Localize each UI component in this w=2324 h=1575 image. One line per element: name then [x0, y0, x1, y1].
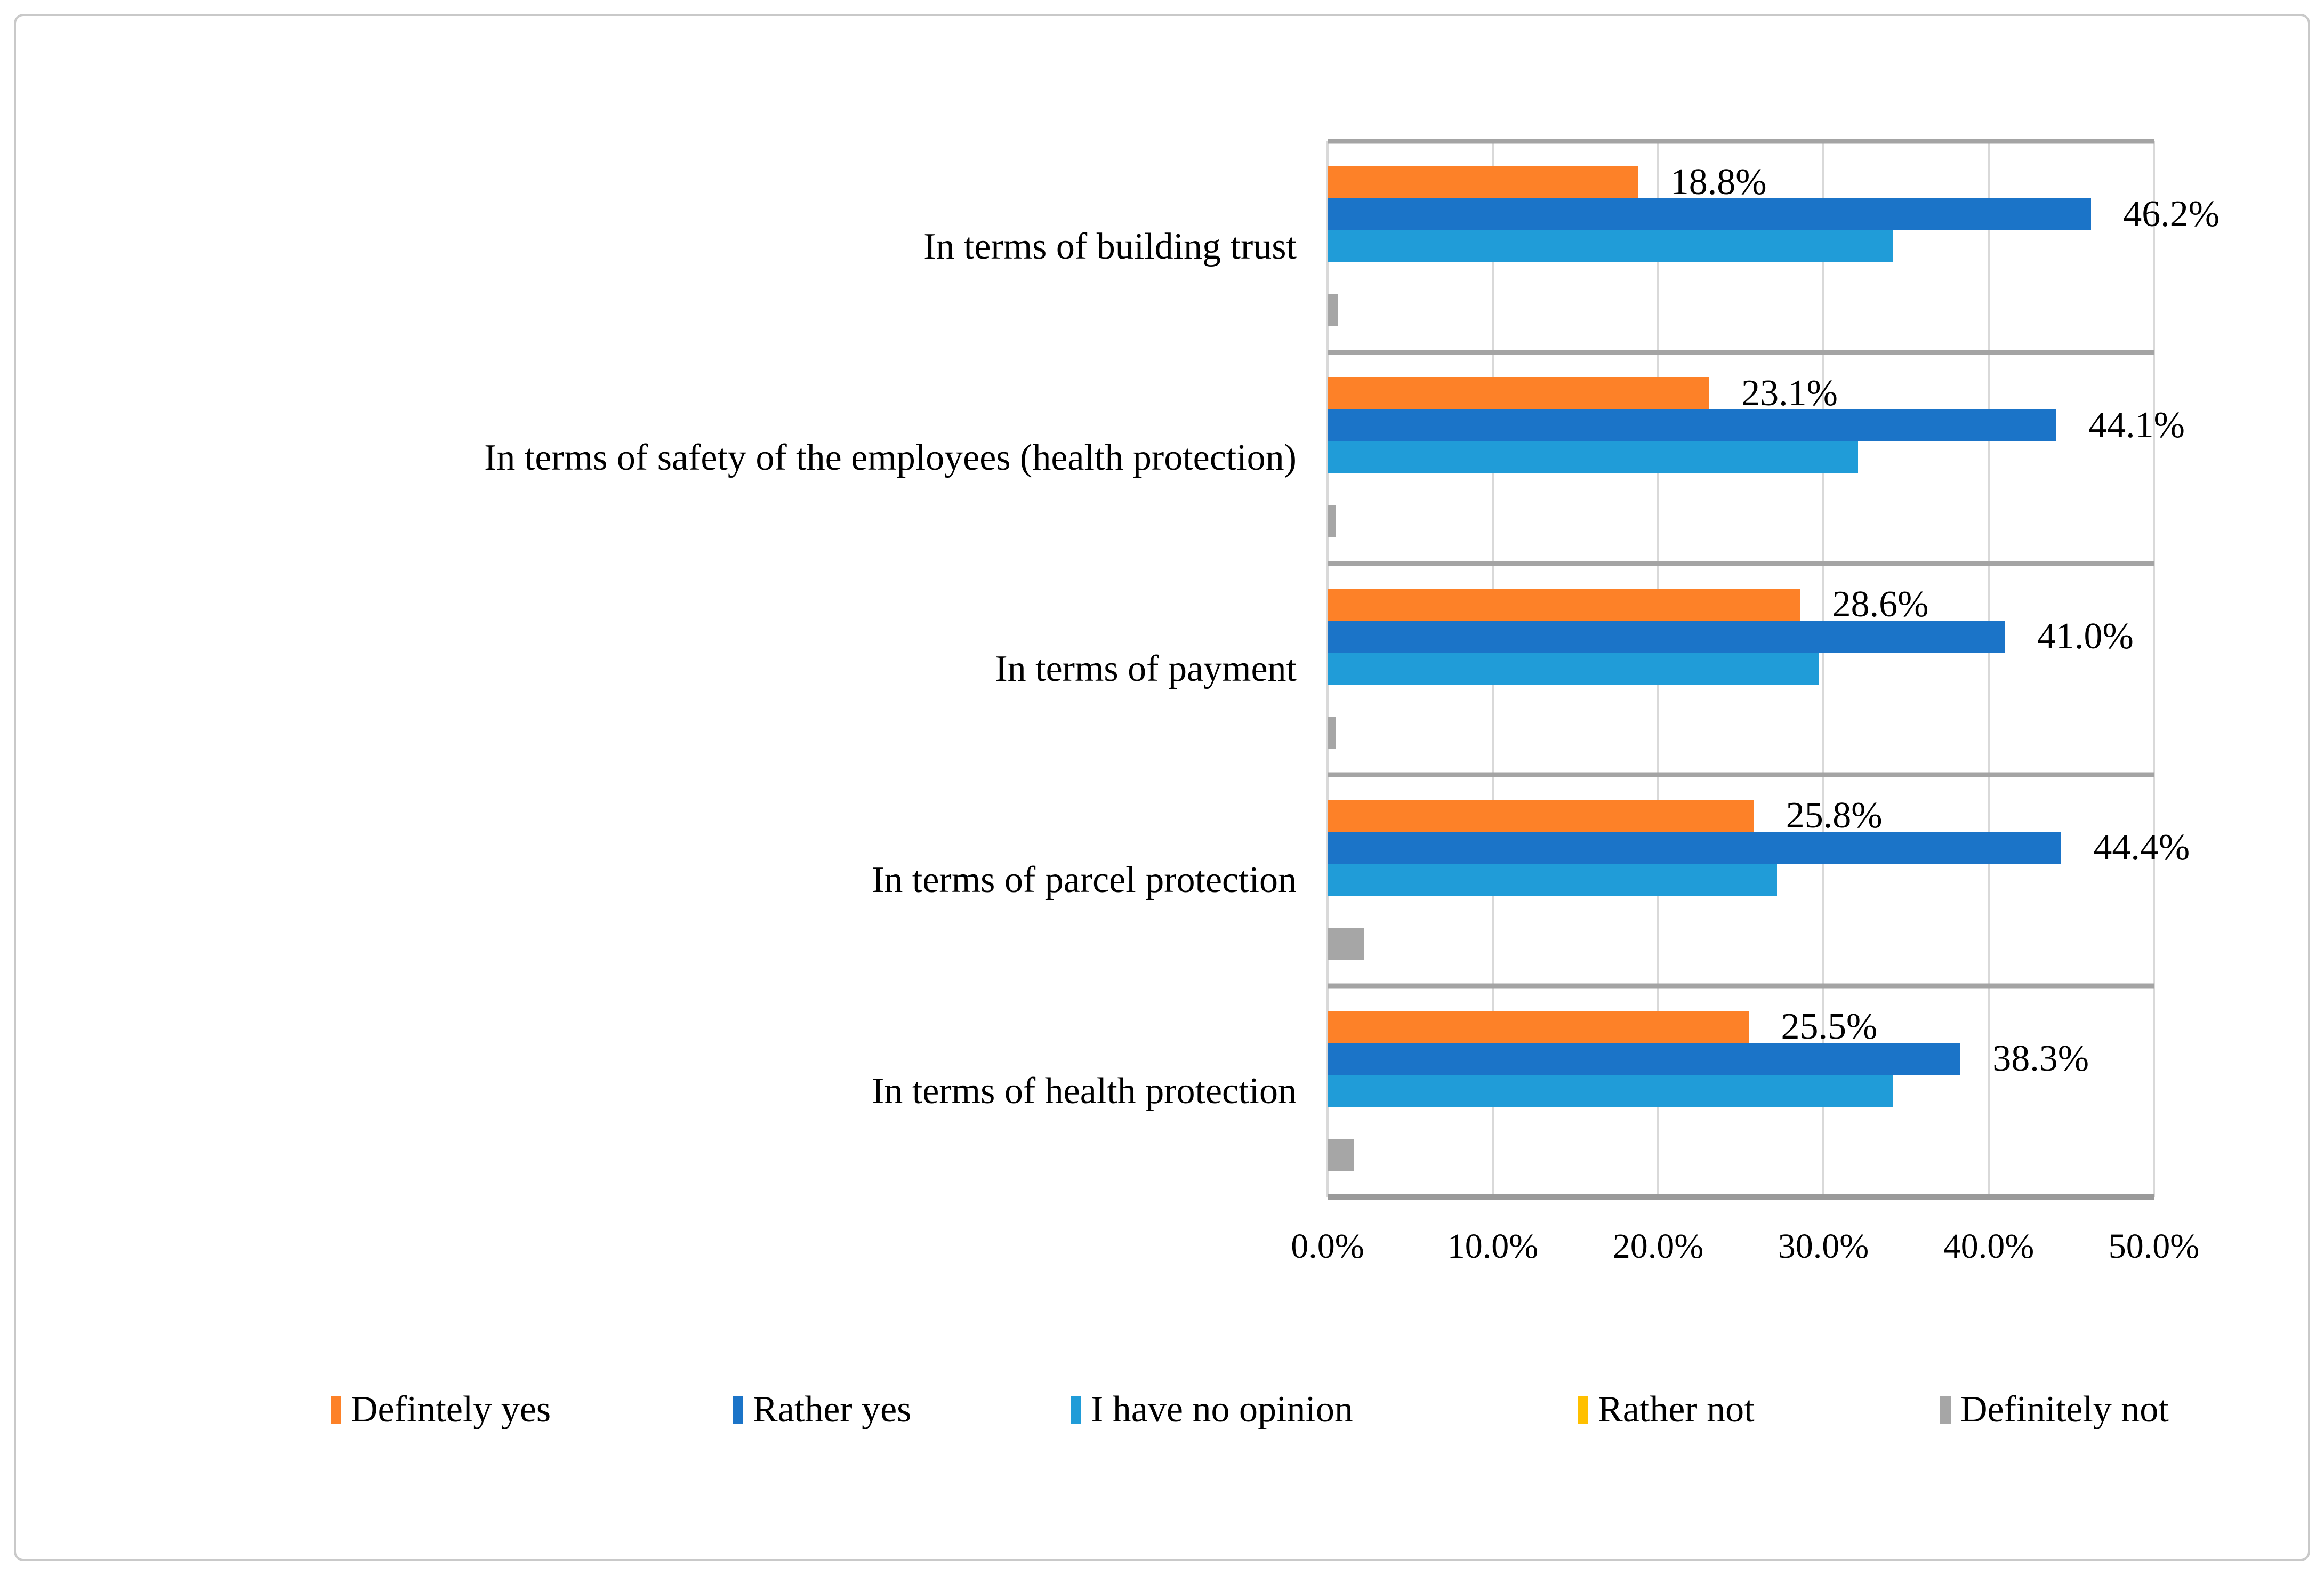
category-label: In terms of health protection	[872, 1070, 1297, 1112]
legend-item-defintely-yes: Defintely yes	[331, 1384, 551, 1435]
bar-i-have-no-opinion	[1328, 1075, 1893, 1107]
x-axis-tick-label: 30.0%	[1778, 1227, 1869, 1266]
bar-i-have-no-opinion	[1328, 441, 1859, 473]
category-label: In terms of parcel protection	[872, 859, 1297, 901]
data-label: 23.1%	[1741, 373, 1838, 414]
x-axis: 0.0% 10.0% 20.0% 30.0% 40.0% 50.0%	[1291, 1226, 2199, 1280]
legend-item-definitely-not: Definitely not	[1940, 1384, 2169, 1435]
bar-defintely-yes	[1328, 589, 1800, 621]
x-axis-line	[1328, 1194, 2154, 1200]
x-axis-tick-label: 20.0%	[1612, 1227, 1704, 1266]
legend-swatch-icon	[331, 1396, 341, 1424]
data-label: 41.0%	[2037, 616, 2134, 657]
bar-i-have-no-opinion	[1328, 230, 1893, 262]
category-band: 23.1% 44.1%	[1328, 352, 2185, 564]
bar-defintely-yes	[1328, 800, 1754, 832]
data-label: 38.3%	[1992, 1038, 2089, 1079]
category-band: 25.5% 38.3%	[1328, 986, 2154, 1197]
bar-definitely-not	[1328, 928, 1364, 960]
legend-swatch-icon	[1940, 1396, 1951, 1424]
legend-swatch-icon	[1071, 1396, 1081, 1424]
category-separator-line	[1328, 561, 2154, 566]
category-row: In terms of payment 28.6% 41.0%	[0, 564, 2324, 775]
x-axis-tick-label: 10.0%	[1447, 1227, 1539, 1266]
category-label: In terms of safety of the employees (hea…	[484, 437, 1297, 478]
legend-label: Definitely not	[1960, 1389, 2169, 1430]
legend-item-rather-not: Rather not	[1578, 1384, 1755, 1435]
legend-swatch-icon	[733, 1396, 743, 1424]
bar-rather-yes	[1328, 1043, 1961, 1075]
x-axis-tick-label: 0.0%	[1291, 1227, 1364, 1266]
bar-i-have-no-opinion	[1328, 864, 1778, 896]
category-band: 25.8% 44.4%	[1328, 775, 2190, 986]
bar-rather-yes	[1328, 832, 2062, 864]
chart-legend: Defintely yes Rather yes I have no opinion…	[0, 1384, 2324, 1443]
category-band: 18.8% 46.2%	[1328, 141, 2220, 352]
bar-definitely-not	[1328, 1139, 1354, 1171]
data-label: 18.8%	[1670, 162, 1767, 203]
bar-definitely-not	[1328, 505, 1336, 537]
bar-defintely-yes	[1328, 377, 1710, 409]
bar-definitely-not	[1328, 294, 1338, 326]
bar-defintely-yes	[1328, 166, 1638, 198]
figure-frame	[14, 14, 2310, 1561]
category-separator-line	[1328, 772, 2154, 777]
legend-label: I have no opinion	[1091, 1389, 1353, 1430]
legend-swatch-icon	[1578, 1396, 1588, 1424]
x-axis-tick-label: 40.0%	[1943, 1227, 2034, 1266]
category-row: In terms of health protection 25.5% 38.3%	[0, 986, 2324, 1197]
category-separator-line	[1328, 983, 2154, 989]
data-label: 44.1%	[2088, 405, 2185, 446]
category-row: In terms of building trust 18.8% 46.2%	[0, 141, 2324, 352]
legend-item-rather-yes: Rather yes	[733, 1384, 911, 1435]
data-label: 25.8%	[1786, 795, 1883, 836]
data-label: 46.2%	[2123, 194, 2220, 235]
bar-definitely-not	[1328, 717, 1336, 749]
legend-label: Defintely yes	[351, 1389, 551, 1430]
bar-i-have-no-opinion	[1328, 653, 1819, 685]
category-label: In terms of building trust	[923, 226, 1297, 267]
gridline-vertical	[1988, 141, 1990, 1197]
bar-rather-yes	[1328, 409, 2057, 441]
category-row: In terms of safety of the employees (hea…	[0, 352, 2324, 564]
legend-label: Rather yes	[753, 1389, 912, 1430]
category-label: In terms of payment	[995, 648, 1297, 689]
bar-defintely-yes	[1328, 1011, 1749, 1043]
category-separator-line	[1328, 139, 2154, 144]
category-separator-line	[1328, 350, 2154, 355]
data-label: 25.5%	[1781, 1006, 1878, 1047]
category-row: In terms of parcel protection 25.8% 44.4%	[0, 775, 2324, 986]
bar-rather-yes	[1328, 198, 2092, 230]
data-label: 28.6%	[1832, 584, 1929, 625]
gridline-vertical	[2153, 141, 2155, 1197]
data-label: 44.4%	[2093, 827, 2190, 868]
gridline-vertical	[1822, 141, 1824, 1197]
x-axis-tick-label: 50.0%	[2108, 1227, 2200, 1266]
bar-rather-yes	[1328, 621, 2005, 653]
legend-label: Rather not	[1598, 1389, 1755, 1430]
category-band: 28.6% 41.0%	[1328, 564, 2154, 775]
legend-item-i-have-no-opinion: I have no opinion	[1071, 1384, 1353, 1435]
